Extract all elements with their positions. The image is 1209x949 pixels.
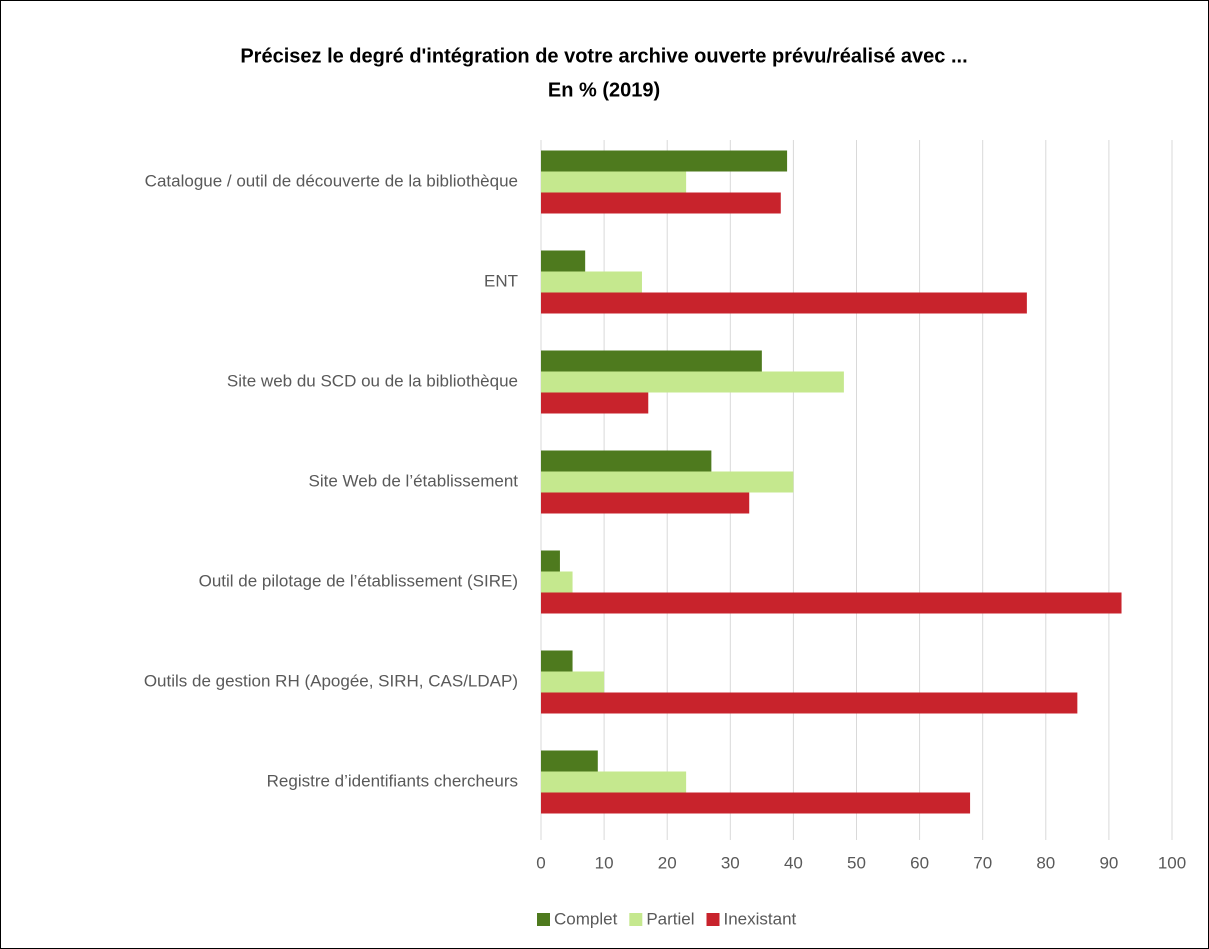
bar: [541, 650, 573, 672]
x-tick-label: 40: [784, 853, 803, 872]
x-tick-label: 100: [1158, 853, 1186, 872]
legend-label: Inexistant: [724, 909, 797, 928]
bar: [541, 692, 1078, 714]
chart-subtitle: En % (2019): [548, 79, 660, 101]
bar: [541, 392, 649, 414]
bar: [541, 550, 560, 572]
bar: [541, 350, 762, 372]
bar: [541, 150, 788, 172]
x-tick-label: 60: [910, 853, 929, 872]
bar: [541, 771, 687, 793]
x-tick-label: 0: [536, 853, 545, 872]
x-tick-label: 50: [847, 853, 866, 872]
x-tick-label: 80: [1036, 853, 1055, 872]
x-tick-label: 10: [595, 853, 614, 872]
y-tick-label: Outil de pilotage de l’établissement (SI…: [199, 571, 518, 590]
chart-title: Précisez le degré d'intégration de votre…: [240, 45, 967, 67]
y-tick-label: Site web du SCD ou de la bibliothèque: [227, 371, 518, 390]
legend-swatch: [629, 913, 643, 926]
bar: [541, 571, 573, 593]
x-tick-label: 90: [1099, 853, 1118, 872]
bar: [541, 792, 971, 814]
y-tick-label: Site Web de l’établissement: [309, 471, 519, 490]
bar: [541, 371, 844, 393]
y-tick-label: ENT: [484, 271, 518, 290]
bar: [541, 592, 1122, 614]
y-tick-label: Registre d’identifiants chercheurs: [267, 771, 518, 790]
bar: [541, 750, 598, 772]
x-tick-label: 70: [973, 853, 992, 872]
legend-swatch: [537, 913, 550, 926]
bar: [541, 271, 642, 293]
x-tick-label: 20: [658, 853, 677, 872]
bar: [541, 171, 687, 193]
legend-label: Partiel: [646, 909, 694, 928]
bar: [541, 492, 750, 514]
bar: [541, 250, 586, 272]
bar: [541, 292, 1027, 314]
bar: [541, 450, 712, 472]
legend-swatch: [706, 913, 720, 926]
bar: [541, 192, 781, 214]
legend-label: Complet: [554, 909, 618, 928]
y-tick-label: Outils de gestion RH (Apogée, SIRH, CAS/…: [144, 671, 518, 690]
bar: [541, 471, 794, 493]
y-tick-label: Catalogue / outil de découverte de la bi…: [145, 171, 518, 190]
x-tick-label: 30: [721, 853, 740, 872]
bar: [541, 671, 605, 693]
